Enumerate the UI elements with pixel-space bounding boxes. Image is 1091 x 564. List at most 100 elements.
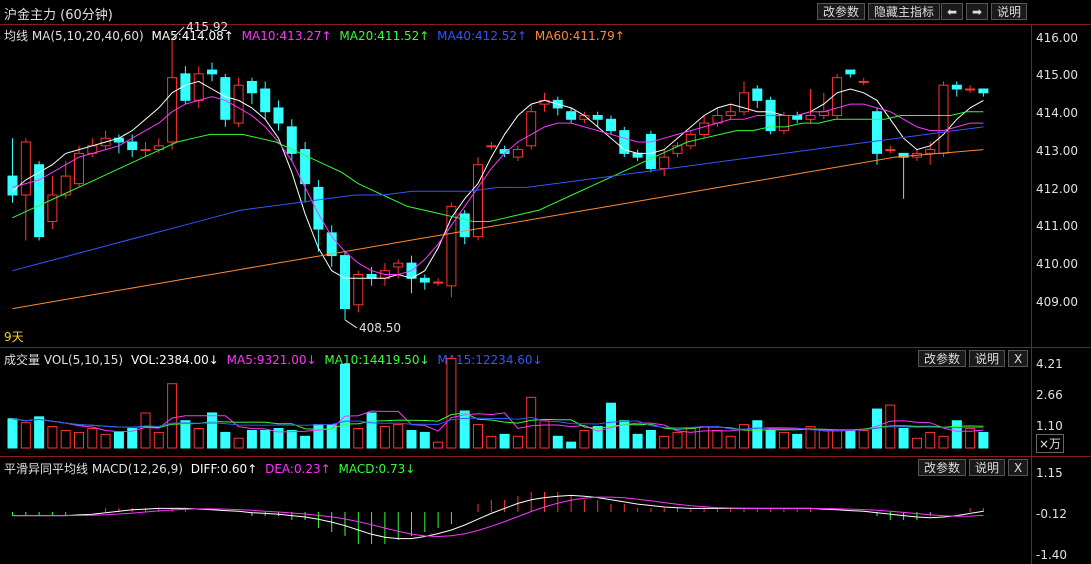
price-tick: 409.00 xyxy=(1036,295,1078,309)
hide-main-indicator-button[interactable]: 隐藏主指标 xyxy=(868,3,941,20)
vol-close-icon[interactable]: X xyxy=(1008,350,1029,367)
ma40-label: MA40:412.52↑ xyxy=(437,29,528,43)
volume-bar xyxy=(127,428,138,449)
volume-bar xyxy=(379,426,390,449)
candle-body xyxy=(526,111,537,147)
candle-body xyxy=(752,88,763,101)
candle-body xyxy=(778,115,789,132)
candle-body xyxy=(805,115,816,120)
candle-body xyxy=(340,255,350,310)
volume-bar xyxy=(34,416,45,449)
macd-close-icon[interactable]: X xyxy=(1008,459,1029,476)
price-tick: 413.00 xyxy=(1036,144,1078,158)
candle-body xyxy=(419,277,430,283)
volume-bar xyxy=(619,420,630,449)
volume-legend: 成交量 VOL(5,10,15) VOL:2384.00↓ MA5:9321.0… xyxy=(4,351,547,368)
volume-bar xyxy=(167,383,178,449)
vol-label: VOL:2384.00↓ xyxy=(130,353,219,367)
volume-ma-line-10 xyxy=(12,412,984,431)
volume-bar xyxy=(645,429,656,449)
volume-bar xyxy=(792,433,803,449)
volume-bar xyxy=(818,429,829,449)
ma-line-ma40 xyxy=(12,126,984,272)
volume-bar xyxy=(832,429,843,449)
candle-body xyxy=(818,111,829,117)
arrow-right-icon[interactable]: ➡ xyxy=(966,3,989,20)
candle-body xyxy=(792,115,803,120)
candle-body xyxy=(286,126,297,154)
annotation-label: 415.92 xyxy=(186,20,228,34)
candle-body xyxy=(47,194,58,222)
volume-bar xyxy=(739,424,749,449)
volume-bar xyxy=(100,433,111,449)
candle-body xyxy=(486,145,497,148)
diff-label: DIFF:0.60↑ xyxy=(190,462,258,476)
volume-bar xyxy=(566,441,577,449)
volume-bar xyxy=(965,428,976,449)
macd-edit-params-button[interactable]: 改参数 xyxy=(918,459,967,476)
candle-body xyxy=(366,274,377,279)
ma-line-ma60 xyxy=(12,149,984,310)
price-tick: 414.00 xyxy=(1036,106,1078,120)
volume-bar xyxy=(592,426,603,449)
chart-canvas: 415.92 408.50 xyxy=(7,20,989,544)
candle-body xyxy=(832,77,843,117)
volume-bar xyxy=(180,420,191,449)
candle-body xyxy=(965,88,976,91)
macd-tick: 1.15 xyxy=(1036,466,1063,480)
volume-bar xyxy=(220,431,231,449)
volume-bar xyxy=(286,429,297,449)
volume-bar xyxy=(712,429,723,449)
candle-body xyxy=(313,186,324,230)
vol-tick: 4.21 xyxy=(1036,357,1063,371)
vol-legend-name: 成交量 VOL(5,10,15) xyxy=(4,353,124,367)
candle-body xyxy=(433,281,444,284)
volume-bar xyxy=(938,435,949,449)
candle-body xyxy=(60,175,71,196)
candle-body xyxy=(566,111,577,120)
vol-edit-params-button[interactable]: 改参数 xyxy=(918,350,967,367)
vol-ma10-label: MA10:14419.50↓ xyxy=(324,353,430,367)
volume-bar xyxy=(911,437,922,449)
volume-bar xyxy=(260,429,271,449)
candle-body xyxy=(632,152,643,158)
volume-bar xyxy=(313,424,324,449)
help-button[interactable]: 说明 xyxy=(991,3,1028,20)
candle-body xyxy=(619,130,630,154)
volume-bar xyxy=(552,435,563,449)
vol-tick: 1.10 xyxy=(1036,419,1063,433)
right-axis xyxy=(1031,25,1091,564)
volume-bar xyxy=(659,435,670,449)
volume-bar xyxy=(393,424,404,449)
macd-legend: 平滑异同平均线 MACD(12,26,9) DIFF:0.60↑ DEA:0.2… xyxy=(4,460,419,477)
volume-bar xyxy=(366,412,377,449)
volume-bar xyxy=(805,426,816,449)
candle-body xyxy=(672,145,683,154)
annotation-leader xyxy=(344,319,358,329)
volume-bar xyxy=(193,428,204,449)
price-tick: 411.00 xyxy=(1036,219,1078,233)
candle-body xyxy=(167,77,178,143)
volume-bar xyxy=(233,437,244,449)
candle-body xyxy=(260,88,271,113)
candle-body xyxy=(659,156,670,169)
volume-bar xyxy=(246,429,257,449)
candle-body xyxy=(898,152,909,158)
candle-body xyxy=(725,111,736,117)
candle-body xyxy=(872,111,882,154)
vol-help-button[interactable]: 说明 xyxy=(969,350,1006,367)
edit-params-button[interactable]: 改参数 xyxy=(817,3,866,20)
volume-bar xyxy=(353,428,364,449)
volume-bar xyxy=(74,431,84,449)
candle-body xyxy=(699,122,710,135)
arrow-left-icon[interactable]: ⬅ xyxy=(941,3,964,20)
chart-title: 沪金主力 (60分钟) xyxy=(4,8,113,23)
macd-legend-name: 平滑异同平均线 MACD(12,26,9) xyxy=(4,462,183,476)
candle-body xyxy=(273,107,284,124)
candle-body xyxy=(180,73,191,101)
volume-bar xyxy=(632,433,643,449)
candle-body xyxy=(207,69,217,75)
price-tick: 410.00 xyxy=(1036,257,1078,271)
candle-body xyxy=(140,149,151,152)
macd-help-button[interactable]: 说明 xyxy=(969,459,1006,476)
